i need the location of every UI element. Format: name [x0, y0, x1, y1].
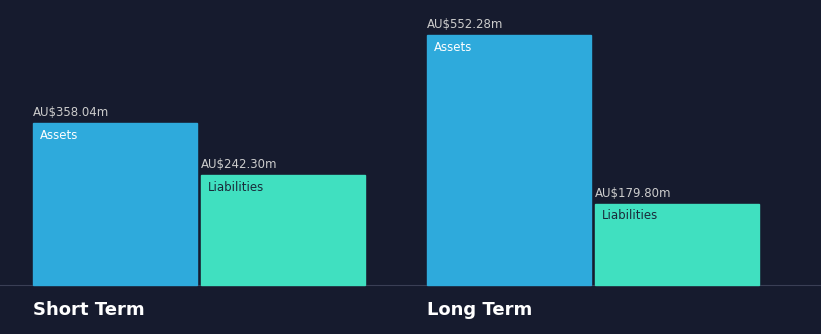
Text: Liabilities: Liabilities [602, 209, 658, 222]
Text: Short Term: Short Term [33, 301, 144, 319]
Bar [427, 35, 591, 285]
Text: AU$552.28m: AU$552.28m [427, 18, 503, 31]
Text: AU$179.80m: AU$179.80m [595, 187, 672, 200]
Bar [595, 204, 759, 285]
Bar [201, 175, 365, 285]
Text: AU$242.30m: AU$242.30m [201, 158, 277, 171]
Text: Liabilities: Liabilities [208, 181, 264, 194]
Text: Assets: Assets [433, 41, 472, 53]
Text: AU$358.04m: AU$358.04m [33, 106, 109, 119]
Bar [33, 123, 197, 285]
Text: Assets: Assets [39, 129, 78, 142]
Text: Long Term: Long Term [427, 301, 532, 319]
